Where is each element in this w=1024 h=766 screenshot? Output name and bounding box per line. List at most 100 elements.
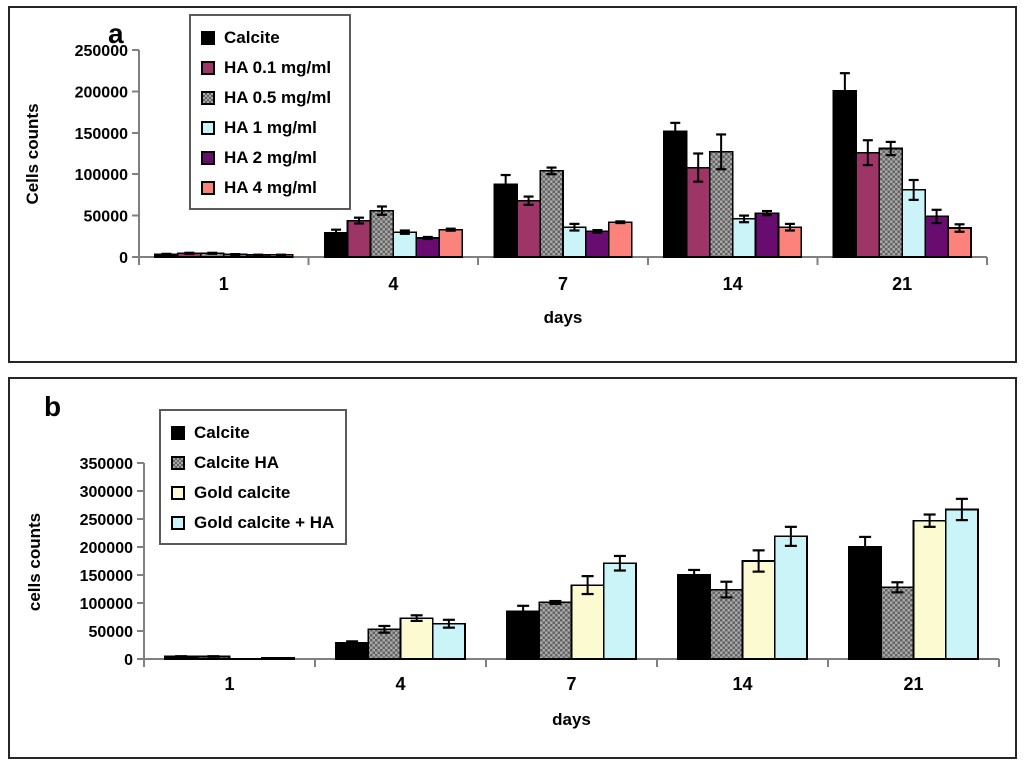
bar-calcite-ha-day7: [538, 601, 573, 660]
legend-label: HA 0.1 mg/ml: [224, 58, 332, 77]
legend-label: Calcite HA: [194, 453, 280, 472]
x-category-label: 4: [388, 274, 398, 294]
y-tick-label: 0: [124, 652, 133, 669]
legend-swatch-icon: [171, 486, 185, 500]
bar-gold-calcite-ha-day14: [773, 535, 808, 660]
bar-gold-calcite-day1: [228, 657, 263, 661]
x-axis-title: days: [544, 308, 583, 327]
legend-item: Calcite: [201, 23, 341, 53]
y-tick-label: 200000: [80, 540, 133, 557]
bar-ha-1-mg-ml-day7: [562, 226, 587, 258]
y-tick-label: 100000: [75, 167, 128, 184]
figure-panel-b: b 0 50000 100000 150000 200000 250000 300000 35…: [8, 377, 1017, 759]
bar-ha-2-mg-ml-day7: [585, 230, 610, 258]
y-tick-label: 250000: [80, 512, 133, 529]
figure-panel-a: a 0 50000 100000 150000 200000 250000 1 4 7 14 21 d…: [8, 6, 1017, 363]
legend-item: HA 1 mg/ml: [201, 113, 341, 143]
y-tick-label: 200000: [75, 84, 128, 101]
legend-swatch-icon: [201, 121, 215, 135]
y-tick-label: 100000: [80, 596, 133, 613]
legend-item: HA 0.1 mg/ml: [201, 53, 341, 83]
legend-item: Calcite: [171, 418, 337, 448]
legend-item: HA 0.5 mg/ml: [201, 83, 341, 113]
legend-label: Gold calcite: [194, 483, 291, 502]
bar-ha-0-1-mg-ml-day7: [516, 199, 541, 258]
y-tick-label: 150000: [75, 126, 128, 143]
legend-item: Gold calcite: [171, 478, 337, 508]
legend-swatch-icon: [201, 61, 215, 75]
legend-label: HA 1 mg/ml: [224, 118, 317, 137]
bar-gold-calcite-ha-day7: [602, 562, 637, 660]
legend-swatch-icon: [201, 181, 215, 195]
bar-ha-2-mg-ml-day14: [754, 212, 780, 258]
legend-swatch-icon: [201, 151, 215, 165]
bar-calcite-day14: [677, 574, 712, 660]
bar-chart-b: 0 50000 100000 150000 200000 250000 300000 3500…: [25, 456, 1000, 729]
bar-gold-calcite-ha-day1: [260, 657, 295, 660]
legend-item: HA 2 mg/ml: [201, 143, 341, 173]
legend-b: Calcite Calcite HA Gold calcite Gold calcit…: [159, 409, 347, 545]
legend-label: Gold calcite + HA: [194, 513, 335, 532]
y-tick-label: 250000: [75, 43, 128, 60]
legend-swatch-icon: [171, 516, 185, 530]
bar-ha-4-mg-ml-day14: [777, 226, 803, 258]
bar-calcite-ha-day21: [880, 586, 915, 660]
bar-gold-calcite-day4: [399, 617, 434, 660]
legend-item: HA 4 mg/ml: [201, 173, 341, 203]
bar-ha-0-5-mg-ml-day21: [878, 147, 903, 258]
bar-gold-calcite-ha-day4: [431, 622, 466, 660]
legend-a: Calcite HA 0.1 mg/ml HA 0.5 mg/ml HA 1 mg/m…: [189, 14, 351, 210]
y-tick-label: 0: [119, 250, 128, 267]
x-category-label: 21: [903, 674, 923, 694]
bar-ha-2-mg-ml-day4: [415, 237, 441, 258]
panel-label-b: b: [44, 391, 62, 422]
bar-ha-0-5-mg-ml-day4: [369, 209, 395, 258]
y-axis-title: Cells counts: [23, 103, 42, 204]
bar-ha-0-1-mg-ml-day4: [346, 219, 372, 258]
y-tick-label: 50000: [89, 624, 134, 641]
bar-gold-calcite-day7: [570, 584, 605, 660]
x-category-label: 7: [566, 674, 576, 694]
bar-calcite-ha-day4: [367, 628, 402, 660]
bar-gold-calcite-day14: [741, 560, 776, 660]
bar-calcite-day7: [493, 183, 518, 258]
bar-calcite-day7: [506, 610, 541, 660]
bar-ha-4-mg-ml-day7: [608, 221, 633, 258]
legend-label: HA 2 mg/ml: [224, 148, 317, 167]
legend-swatch-icon: [171, 456, 185, 470]
bar-calcite-day21: [832, 89, 858, 258]
x-category-label: 7: [558, 274, 568, 294]
legend-swatch-icon: [171, 426, 185, 440]
x-category-label: 1: [219, 274, 229, 294]
y-tick-label: 50000: [84, 209, 129, 226]
legend-item: Calcite HA: [171, 448, 337, 478]
legend-label: HA 0.5 mg/ml: [224, 88, 332, 107]
bar-gold-calcite-ha-day21: [944, 508, 979, 660]
bar-calcite-day21: [848, 546, 883, 660]
y-tick-label: 150000: [80, 568, 133, 585]
legend-swatch-icon: [201, 91, 215, 105]
bar-ha-1-mg-ml-day14: [731, 218, 757, 258]
x-category-label: 14: [723, 274, 743, 294]
bar-ha-4-mg-ml-day4: [438, 228, 463, 258]
bar-ha-0-1-mg-ml-day21: [855, 151, 881, 258]
x-category-label: 1: [224, 674, 234, 694]
legend-item: Gold calcite + HA: [171, 508, 337, 538]
panel-label-a: a: [108, 18, 124, 49]
bar-ha-0-5-mg-ml-day7: [539, 170, 564, 258]
y-tick-label: 300000: [80, 484, 133, 501]
bar-ha-1-mg-ml-day4: [392, 231, 418, 258]
legend-label: HA 4 mg/ml: [224, 178, 317, 197]
y-tick-label: 350000: [80, 456, 133, 473]
bar-calcite-day14: [662, 130, 688, 258]
legend-label: Calcite: [194, 423, 250, 442]
legend-label: Calcite: [224, 28, 280, 47]
x-axis-title: days: [552, 710, 591, 729]
bar-gold-calcite-day21: [912, 519, 947, 660]
x-category-label: 4: [395, 674, 405, 694]
x-category-label: 21: [892, 274, 912, 294]
y-axis-title: cells counts: [25, 513, 44, 611]
legend-swatch-icon: [201, 31, 215, 45]
bar-calcite-ha-day14: [709, 588, 744, 660]
